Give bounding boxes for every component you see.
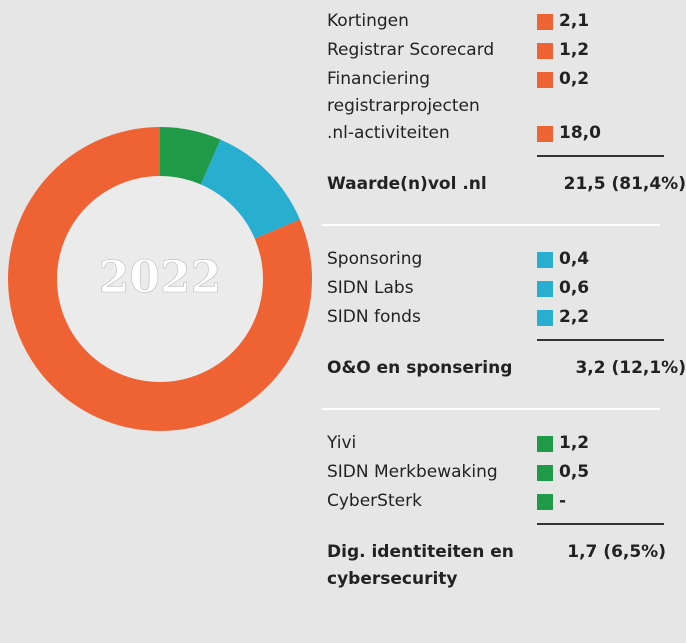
- total-row: Waarde(n)vol .nl 21,5 (81,4%): [327, 171, 686, 198]
- item-value: -: [559, 491, 567, 511]
- item-value: 1,2: [559, 40, 590, 60]
- item-name: SIDN Labs: [327, 278, 414, 298]
- swatch: [537, 72, 553, 88]
- item-name: Financiering registrarprojecten: [327, 69, 480, 116]
- total-value: 1,7 (6,5%): [567, 542, 666, 562]
- total-value: 21,5 (81,4%): [563, 174, 686, 194]
- swatch: [537, 436, 553, 452]
- item-name: Sponsoring: [327, 249, 423, 269]
- item-value: 18,0: [559, 123, 601, 143]
- item-row: Yivi 1,2: [327, 430, 686, 459]
- item-value: 1,2: [559, 433, 590, 453]
- item-name: SIDN fonds: [327, 307, 421, 327]
- item-value: 0,6: [559, 278, 590, 298]
- item-row: .nl-activiteiten 18,0: [327, 120, 686, 149]
- item-row: SIDN Merkbewaking 0,5: [327, 459, 686, 488]
- item-value: 2,1: [559, 11, 590, 31]
- underline: [537, 523, 664, 525]
- total-row: Dig. identiteiten en cybersecurity 1,7 (6…: [327, 539, 686, 593]
- swatch: [537, 281, 553, 297]
- item-row: Registrar Scorecard 1,2: [327, 37, 686, 66]
- item-row: Financiering registrarprojecten 0,2: [327, 66, 686, 120]
- total-name: Waarde(n)vol .nl: [327, 174, 487, 194]
- item-name: SIDN Merkbewaking: [327, 462, 498, 482]
- item-value: 0,2: [559, 69, 590, 89]
- item-value: 2,2: [559, 307, 590, 327]
- item-value: 0,4: [559, 249, 590, 269]
- item-name: Kortingen: [327, 11, 409, 31]
- legend-table: Kortingen 2,1 Registrar Scorecard 1,2 Financ…: [322, 8, 686, 593]
- swatch: [537, 252, 553, 268]
- item-name: .nl-activiteiten: [327, 123, 450, 143]
- separator: [322, 408, 660, 410]
- total-name: O&O en sponsering: [327, 358, 513, 378]
- item-row: SIDN Labs 0,6: [327, 275, 686, 304]
- underline: [537, 339, 664, 341]
- item-row: Sponsoring 0,4: [327, 246, 686, 275]
- swatch: [537, 465, 553, 481]
- donut-chart: 2022: [7, 126, 312, 431]
- total-value: 3,2 (12,1%): [575, 358, 686, 378]
- donut-hole: [57, 176, 263, 382]
- swatch: [537, 494, 553, 510]
- item-row: Kortingen 2,1: [327, 8, 686, 37]
- separator: [322, 224, 660, 226]
- item-name: Registrar Scorecard: [327, 40, 495, 60]
- underline: [537, 155, 664, 157]
- item-row: CyberSterk -: [327, 488, 686, 517]
- swatch: [537, 14, 553, 30]
- item-name: CyberSterk: [327, 491, 422, 511]
- center-label: 2022: [99, 252, 221, 303]
- item-name: Yivi: [327, 433, 357, 453]
- swatch: [537, 126, 553, 142]
- total-name: Dig. identiteiten en cybersecurity: [327, 542, 514, 589]
- swatch: [537, 43, 553, 59]
- swatch: [537, 310, 553, 326]
- total-row: O&O en sponsering 3,2 (12,1%): [327, 355, 686, 382]
- item-value: 0,5: [559, 462, 590, 482]
- item-row: SIDN fonds 2,2: [327, 304, 686, 333]
